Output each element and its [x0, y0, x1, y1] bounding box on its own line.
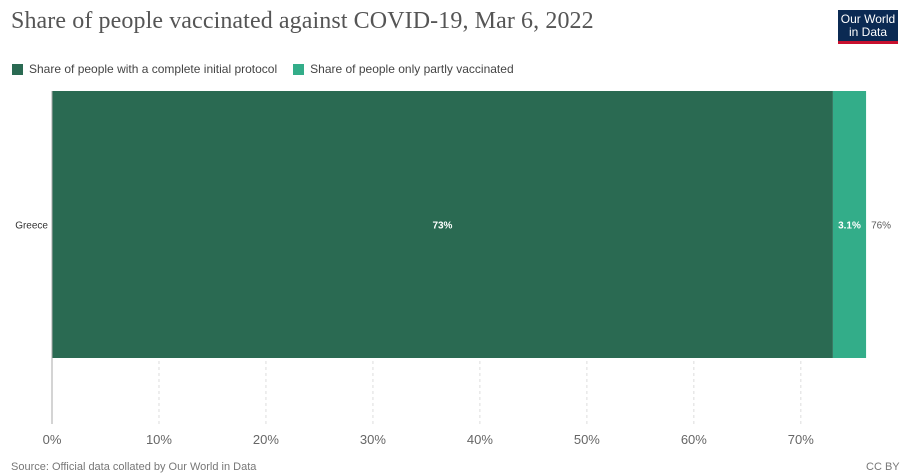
legend: Share of people with a complete initial … [12, 61, 530, 77]
category-label: Greece [15, 221, 48, 232]
x-tick-label: 40% [467, 432, 493, 447]
logo-line-2: in Data [848, 25, 888, 39]
license-note[interactable]: CC BY [866, 461, 900, 473]
x-tick-label: 0% [43, 432, 62, 447]
legend-swatch-partial [293, 63, 305, 75]
logo-line-1: Our World [840, 12, 896, 26]
chart-title: Share of people vaccinated against COVID… [11, 8, 594, 34]
bar-total-label: 76% [871, 221, 891, 232]
owid-logo[interactable]: Our World in Data [838, 10, 898, 44]
x-tick-label: 50% [574, 432, 600, 447]
x-tick-label: 70% [788, 432, 814, 447]
bar-segment-partial[interactable] [832, 91, 867, 358]
legend-item-complete[interactable]: Share of people with a complete initial … [12, 62, 277, 76]
source-note: Source: Official data collated by Our Wo… [11, 461, 257, 473]
x-tick-label: 60% [681, 432, 707, 447]
x-tick-label: 10% [146, 432, 172, 447]
legend-label-complete: Share of people with a complete initial … [29, 62, 278, 76]
bar-value-label: 73% [432, 221, 452, 232]
x-tick-label: 30% [360, 432, 386, 447]
x-tick-label: 20% [253, 432, 279, 447]
legend-swatch-complete [12, 63, 23, 75]
bar-segment-complete[interactable] [52, 91, 833, 358]
legend-label-partial: Share of people only partly vaccinated [310, 62, 514, 76]
bar-value-label: 3.1% [838, 221, 861, 232]
legend-item-partial[interactable]: Share of people only partly vaccinated [293, 62, 514, 76]
